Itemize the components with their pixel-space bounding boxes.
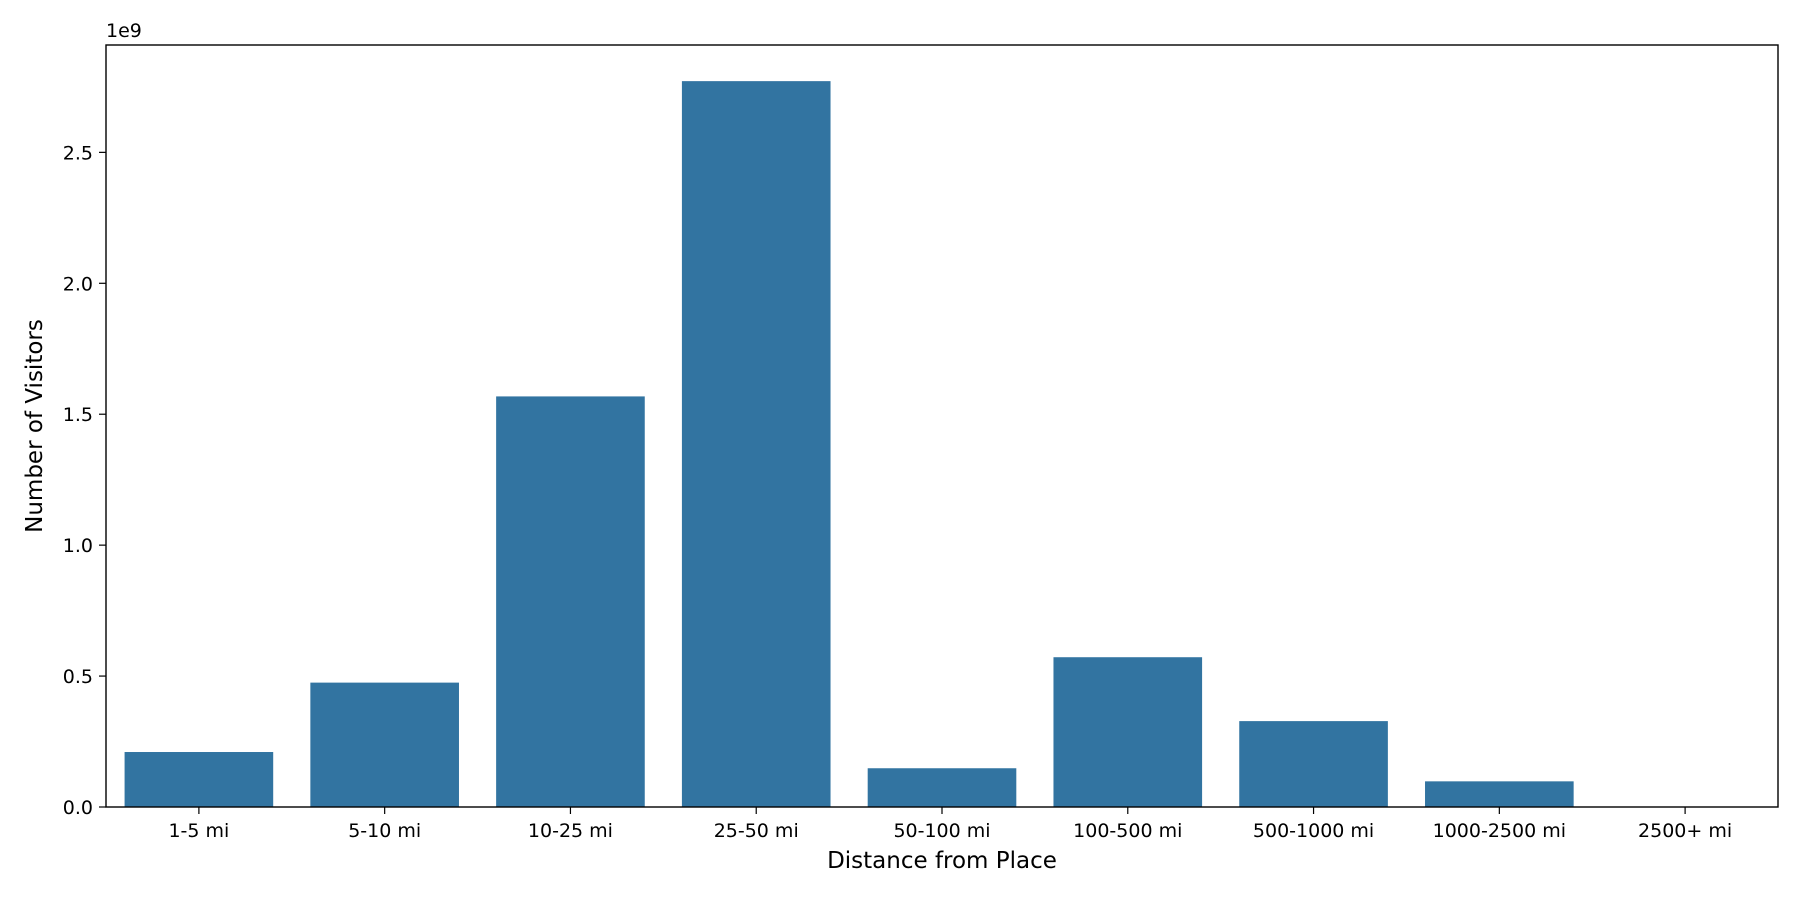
y-axis-offset-label: 1e9 xyxy=(106,20,142,42)
x-tick-label: 25-50 mi xyxy=(714,820,799,842)
x-tick-label: 500-1000 mi xyxy=(1253,820,1374,842)
bar-5 xyxy=(1053,657,1203,807)
bar-2 xyxy=(496,396,645,807)
y-tick-label: 1.5 xyxy=(63,404,93,426)
y-tick-label: 1.0 xyxy=(63,535,93,557)
y-tick-label: 0.5 xyxy=(63,666,93,688)
bars-layer xyxy=(124,81,1574,807)
y-tick-label: 2.5 xyxy=(63,142,93,164)
x-tick-label: 50-100 mi xyxy=(893,820,990,842)
bar-3 xyxy=(681,81,831,807)
bar-1 xyxy=(310,682,459,807)
x-tick-label: 2500+ mi xyxy=(1638,820,1732,842)
bar-4 xyxy=(867,768,1017,807)
x-tick-label: 1000-2500 mi xyxy=(1433,820,1566,842)
y-tick-label: 2.0 xyxy=(63,273,93,295)
x-tick-label: 100-500 mi xyxy=(1073,820,1182,842)
y-axis-ticks: 0.0 0.5 1.0 1.5 2.0 2.5 xyxy=(63,142,106,819)
bar-6 xyxy=(1239,721,1388,807)
y-axis-label: Number of Visitors xyxy=(22,319,48,533)
x-tick-label: 1-5 mi xyxy=(168,820,229,842)
plot-frame xyxy=(105,44,1779,808)
bar-7 xyxy=(1425,781,1574,807)
x-tick-label: 10-25 mi xyxy=(528,820,613,842)
x-tick-label: 5-10 mi xyxy=(348,820,421,842)
y-tick-label: 0.0 xyxy=(63,797,93,819)
x-axis-label: Distance from Place xyxy=(827,848,1057,874)
bar-0 xyxy=(124,752,274,807)
x-axis-ticks: 1-5 mi 5-10 mi 10-25 mi 25-50 mi 50-100 mi 10… xyxy=(168,807,1732,842)
